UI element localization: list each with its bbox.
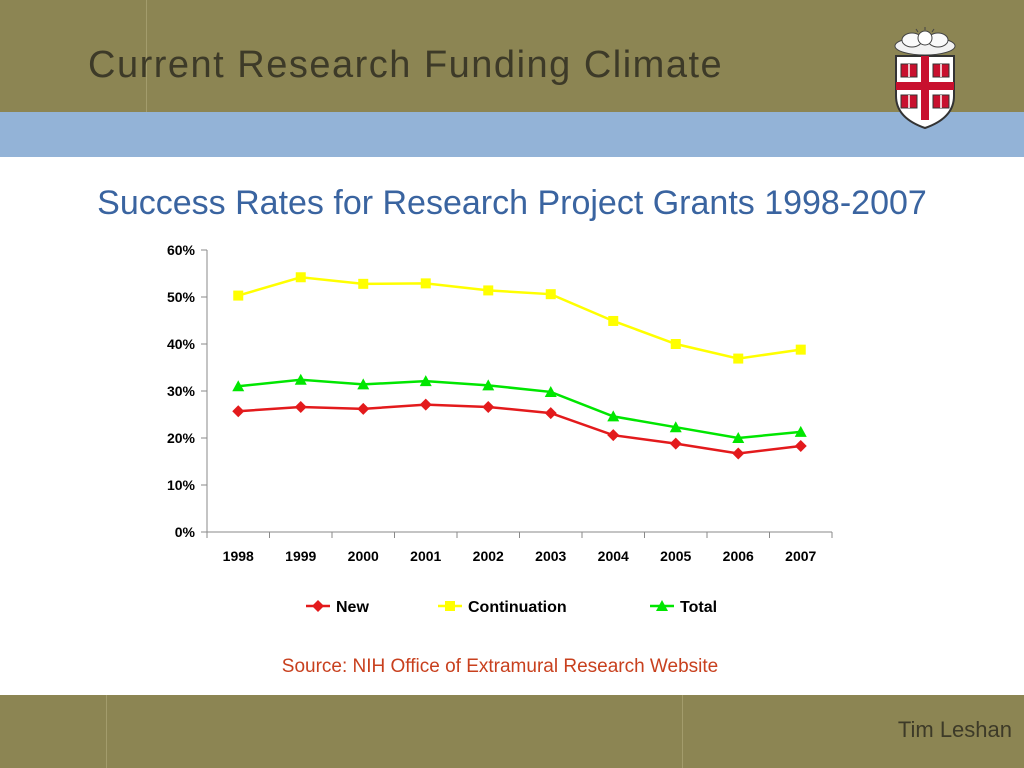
data-point-total — [732, 432, 745, 443]
series-line-new — [238, 403, 801, 455]
data-point-continuation — [733, 353, 744, 364]
x-tick-label: 2004 — [598, 548, 629, 564]
y-tick-label: 50% — [167, 289, 196, 305]
data-point-continuation — [608, 315, 619, 326]
data-point-total — [607, 410, 620, 422]
data-point-continuation — [483, 285, 494, 296]
header-divider — [146, 0, 147, 112]
legend-label-continuation: Continuation — [468, 599, 567, 616]
data-point-new — [669, 437, 682, 450]
series-line-total — [238, 378, 801, 440]
legend-marker-total — [656, 600, 668, 611]
y-tick-label: 60% — [167, 242, 196, 258]
y-tick-label: 40% — [167, 336, 196, 352]
legend-marker-new — [312, 600, 324, 612]
book-icon — [900, 63, 918, 78]
series-line-continuation — [237, 275, 801, 360]
data-point-total — [232, 380, 245, 392]
x-tick-label: 2000 — [348, 548, 379, 564]
data-point-new — [482, 400, 495, 413]
footer-divider — [682, 695, 683, 768]
data-point-total — [294, 373, 307, 385]
chart-title: Success Rates for Research Project Grant… — [97, 184, 927, 222]
legend-marker-continuation — [445, 601, 455, 611]
y-tick-label: 0% — [175, 524, 196, 540]
accent-band — [0, 112, 1024, 157]
data-point-new — [419, 398, 432, 411]
shield-crest-icon — [894, 27, 956, 130]
x-tick-label: 1999 — [285, 548, 316, 564]
footer-band — [0, 695, 1024, 768]
line-chart: 0% 10% 20% 30% 40% 50% 60% 1998 1999 2000 2001 2002… — [167, 242, 833, 616]
data-point-new — [294, 400, 307, 413]
x-tick-label: 2006 — [723, 548, 754, 564]
data-point-continuation — [670, 339, 681, 349]
x-tick-label: 2007 — [785, 548, 816, 564]
data-point-continuation — [233, 290, 244, 301]
data-point-continuation — [295, 272, 306, 283]
y-tick-label: 20% — [167, 430, 196, 446]
data-point-total — [357, 378, 370, 390]
data-point-total — [544, 385, 557, 397]
data-point-total — [419, 375, 432, 387]
footer-divider — [106, 695, 107, 768]
header-band — [0, 0, 1024, 112]
data-point-new — [544, 407, 557, 420]
y-tick-label: 10% — [167, 477, 196, 493]
data-point-new — [732, 447, 745, 460]
data-point-total — [482, 379, 495, 391]
source-note: Source: NIH Office of Extramural Researc… — [281, 656, 719, 677]
data-point-total — [794, 425, 807, 437]
legend-label-new: New — [336, 599, 369, 616]
slide-title: Current Research Funding Climate — [88, 44, 724, 86]
data-point-continuation — [795, 344, 806, 355]
data-point-continuation — [358, 278, 369, 289]
data-point-continuation — [420, 278, 431, 289]
author-name: Tim Leshan — [897, 717, 1012, 742]
book-icon — [932, 63, 950, 78]
data-point-new — [232, 405, 245, 418]
legend-label-total: Total — [680, 599, 717, 616]
cloud-sun-icon — [894, 27, 956, 56]
data-point-new — [357, 402, 370, 415]
book-icon — [932, 94, 950, 109]
y-tick-label: 30% — [167, 383, 196, 399]
x-tick-label: 2005 — [660, 548, 691, 564]
data-point-new — [607, 429, 620, 442]
x-tick-label: 2003 — [535, 548, 566, 564]
x-tick-label: 2001 — [410, 548, 441, 564]
data-point-total — [669, 421, 682, 433]
x-tick-label: 2002 — [473, 548, 504, 564]
data-point-new — [794, 439, 807, 452]
x-tick-label: 1998 — [223, 548, 254, 564]
data-point-continuation — [545, 289, 556, 300]
book-icon — [900, 94, 918, 109]
